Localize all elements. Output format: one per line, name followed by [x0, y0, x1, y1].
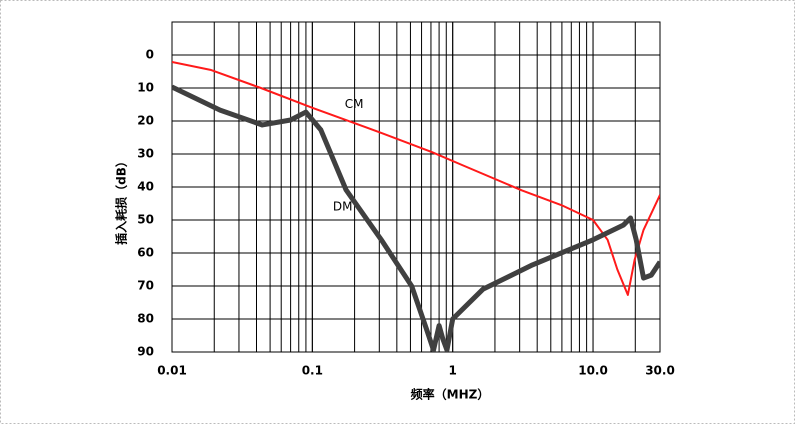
- y-tick-label: 80: [137, 312, 154, 326]
- y-tick-label: 0: [146, 48, 154, 62]
- y-tick-label: 10: [137, 81, 154, 95]
- y-tick-label: 90: [137, 345, 154, 359]
- y-tick-label: 70: [137, 279, 154, 293]
- x-tick-label: 0.01: [157, 364, 187, 378]
- series-label: CM: [345, 97, 364, 111]
- y-tick-label: 60: [137, 246, 154, 260]
- x-tick-label: 0.1: [302, 364, 323, 378]
- x-tick-label: 10.0: [578, 364, 608, 378]
- series-line: [172, 84, 660, 352]
- x-axis-label: 频率（MHZ）: [411, 387, 490, 402]
- y-axis-label: 插入耗损（dB）: [114, 155, 129, 245]
- y-tick-label: 50: [137, 213, 154, 227]
- y-tick-label: 40: [137, 180, 154, 194]
- y-tick-label: 30: [137, 147, 154, 161]
- series-label: DM: [333, 199, 353, 213]
- y-tick-label: 20: [137, 114, 154, 128]
- x-tick-label: 1: [449, 364, 457, 378]
- series-line: [172, 60, 660, 296]
- x-tick-label: 30.0: [645, 364, 675, 378]
